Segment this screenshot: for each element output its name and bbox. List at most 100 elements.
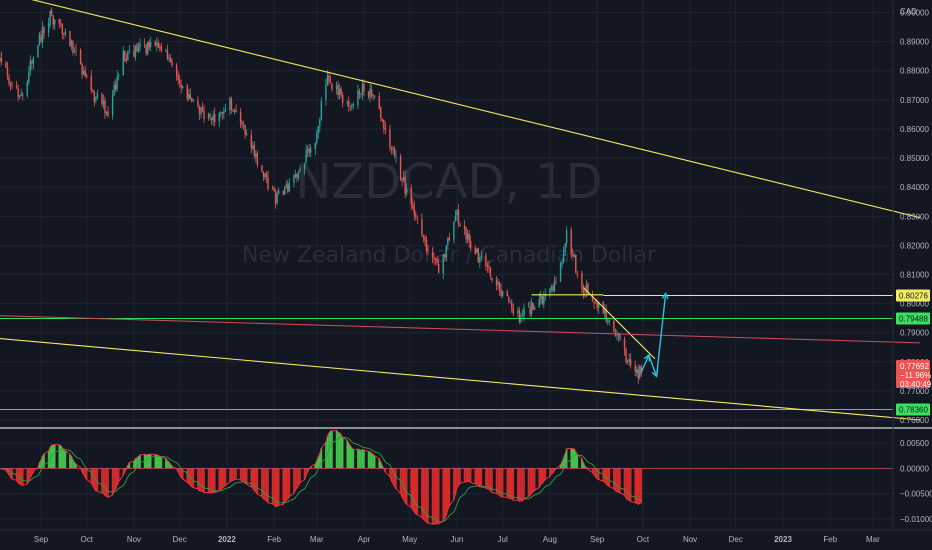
candle-body: [201, 107, 204, 111]
macd-histogram-bar: [192, 468, 195, 488]
candle-body: [86, 75, 88, 77]
macd-histogram-bar: [447, 468, 449, 510]
candle-body: [122, 50, 124, 76]
macd-histogram-bar: [133, 461, 135, 469]
macd-histogram-bar: [90, 468, 93, 483]
macd-histogram-bar: [160, 457, 163, 469]
macd-axis[interactable]: 0.00500 0.00000 −0.00500 −0.01000: [900, 439, 932, 524]
candle-body: [346, 101, 348, 104]
macd-histogram-bar: [256, 468, 259, 495]
candlestick-series[interactable]: [0, 7, 643, 384]
macd-histogram-bar: [549, 468, 551, 477]
macd-histogram-bar: [282, 468, 285, 505]
candle-body: [335, 85, 338, 90]
macd-histogram-bar: [360, 450, 362, 469]
macd-histogram-bar: [212, 468, 214, 493]
candle-body: [605, 308, 607, 322]
candle-body: [210, 117, 213, 121]
candle-body: [230, 98, 233, 110]
candle-body: [61, 23, 64, 34]
candle-body: [303, 163, 306, 170]
macd-histogram-bar: [454, 468, 457, 494]
macd-histogram-bar: [433, 468, 435, 525]
candle-body: [239, 111, 242, 124]
drawing-tools-layer[interactable]: [0, 0, 921, 421]
candle-body: [527, 306, 530, 308]
macd-histogram-bar: [562, 457, 565, 469]
currency-label: CAD: [900, 7, 917, 16]
macd-histogram-bar: [101, 468, 103, 493]
candle-body: [52, 15, 54, 25]
candle-body: [564, 243, 566, 253]
candle-body: [544, 294, 547, 297]
macd-histogram-bar: [448, 468, 451, 506]
macd-histogram-bar: [509, 468, 512, 499]
macd-histogram-bar: [542, 468, 545, 482]
candle-body: [337, 85, 339, 96]
candle-body: [84, 70, 86, 77]
candle-body: [114, 84, 117, 90]
candle-body: [8, 77, 10, 84]
macd-histogram-bar: [70, 456, 73, 469]
candle-body: [491, 277, 493, 281]
macd-histogram-bar: [63, 449, 65, 469]
macd-histogram-bar: [171, 466, 173, 469]
time-axis[interactable]: Sep Oct Nov Dec 2022 Feb Mar Apr May Jun Jul Aug Sep…: [34, 535, 880, 544]
macd-histogram-bar: [134, 458, 137, 469]
macd-histogram-bar: [116, 468, 118, 485]
candle-body: [604, 308, 606, 314]
candle-body: [128, 50, 131, 51]
macd-histogram-bar: [358, 449, 361, 469]
macd-indicator[interactable]: [0, 430, 893, 525]
macd-histogram-bar: [378, 458, 381, 469]
price-axis[interactable]: 0.90000 0.89000 0.88000 0.87000 0.86000 0.850…: [900, 9, 929, 425]
macd-histogram-bar: [605, 468, 608, 485]
current-price-tag: 0.77692 −11.96% 03:40:49: [896, 360, 932, 389]
candle-body: [390, 146, 393, 150]
macd-histogram-bar: [329, 431, 332, 469]
macd-histogram-bar: [207, 468, 210, 493]
candle-body: [282, 190, 284, 194]
macd-histogram-bar: [529, 468, 531, 496]
time-tick-label: Sep: [34, 535, 49, 544]
macd-histogram-bar: [626, 468, 629, 500]
macd-histogram-bar: [424, 468, 426, 521]
macd-histogram-bar: [367, 451, 370, 469]
candle-body: [319, 119, 321, 127]
candle-body: [511, 302, 513, 309]
candle-body: [399, 156, 402, 180]
macd-histogram-bar: [635, 468, 638, 504]
candle-body: [284, 186, 286, 195]
candle-body: [40, 34, 42, 43]
macd-histogram-bar: [53, 444, 56, 469]
macd-histogram-bar: [168, 462, 170, 469]
time-tick-label: Feb: [823, 535, 837, 544]
macd-histogram-bar: [574, 451, 577, 469]
watermark-description: New Zealand Dollar / Canadian Dollar: [242, 243, 657, 268]
macd-histogram-bar: [213, 468, 216, 493]
candle-body: [543, 296, 545, 305]
macd-histogram-bar: [148, 454, 150, 469]
macd-histogram-bar: [104, 468, 106, 496]
trendline-sloping-resistance: [0, 315, 921, 344]
macd-histogram-bar: [107, 468, 109, 498]
candle-body: [575, 255, 577, 273]
candle-body: [532, 303, 534, 310]
candle-body: [6, 66, 9, 77]
candle-body: [404, 176, 406, 194]
candle-body: [402, 177, 405, 181]
trendline-small-descending: [583, 287, 656, 360]
macd-histogram-bar: [442, 468, 445, 522]
candle-body: [501, 291, 504, 297]
macd-histogram-bar: [402, 468, 405, 500]
macd-histogram-bar: [210, 468, 213, 494]
candle-body: [178, 79, 181, 83]
macd-histogram-bar: [523, 468, 525, 499]
macd-histogram-bar: [512, 468, 515, 501]
candle-body: [133, 50, 135, 57]
candle-body: [277, 190, 280, 194]
macd-histogram-bar: [552, 468, 554, 473]
macd-histogram-bar: [331, 430, 333, 469]
candle-body: [410, 187, 412, 204]
